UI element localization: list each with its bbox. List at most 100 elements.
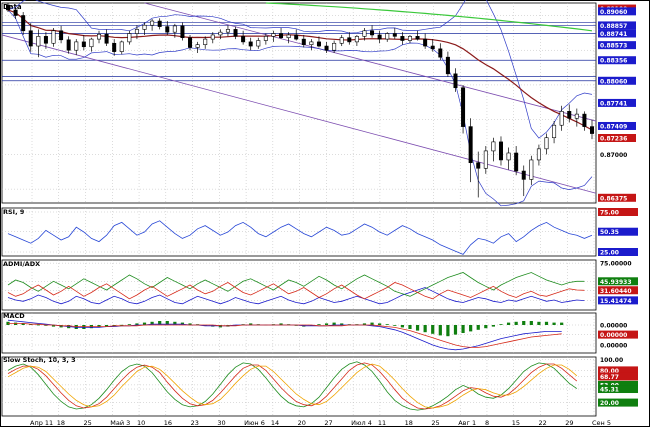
candle-body <box>6 4 11 11</box>
bollinger-lower <box>7 9 593 207</box>
x-tick-label: 10 <box>137 419 145 427</box>
candle-body <box>51 30 56 44</box>
x-tick-label: 8 <box>485 419 489 427</box>
x-tick-label: 20 <box>298 419 306 427</box>
adx-panel: ADMI/ADX 75.00000 45.93933 31.60440 15.4147… <box>2 259 638 305</box>
macd-panel-title: MACD <box>3 312 25 320</box>
rsi-label-box <box>598 208 638 216</box>
candle-body <box>483 150 488 169</box>
macd-histogram-bar <box>408 325 412 329</box>
price-label-box <box>598 29 636 38</box>
macd-histogram-bar <box>180 322 185 325</box>
candle-body <box>180 25 185 39</box>
bollinger-upper <box>7 0 593 139</box>
x-tick-label: Апр 11 <box>30 419 53 427</box>
macd-histogram-bar <box>491 325 496 327</box>
candle-body <box>81 41 86 48</box>
x-tick-label: Июл 4 <box>351 419 372 427</box>
candle-body <box>112 42 117 52</box>
candle-body <box>415 36 420 40</box>
macd-histogram-bar <box>378 323 382 325</box>
macd-histogram-bar <box>135 323 139 325</box>
x-tick-label: 30 <box>217 419 225 427</box>
x-tick-label: 18 <box>405 419 413 427</box>
x-tick-label: Май 3 <box>110 419 130 427</box>
macd-histogram-bar <box>522 321 526 325</box>
macd-histogram-bar <box>165 321 169 325</box>
candle-body <box>445 56 450 75</box>
candle-body <box>370 30 375 36</box>
candle-body <box>552 124 557 139</box>
macd-histogram-bar <box>362 323 367 325</box>
candle-body <box>521 170 526 180</box>
candle-body <box>430 45 435 50</box>
adx-label-box <box>598 286 638 295</box>
macd-label-box <box>598 321 638 329</box>
candle-body <box>279 33 284 39</box>
rsi-label-box <box>598 248 638 256</box>
price-label: 0.88741 <box>600 31 627 38</box>
rsi-label: 75.00 <box>600 210 619 217</box>
macd-histogram-bar <box>423 325 427 333</box>
macd-histogram-bar <box>469 325 473 332</box>
candle-body <box>407 36 412 41</box>
macd-histogram-bar <box>506 322 511 325</box>
candle-body <box>400 36 405 41</box>
candle-body <box>574 113 579 119</box>
candle-body <box>324 45 329 51</box>
x-tick-label: 23 <box>191 419 199 427</box>
macd-panel: MACD 0.00000 0.00000 0.00000 <box>2 312 638 351</box>
rsi-panel: RSI, 9 75.00 50.35 25.00 <box>2 208 638 257</box>
stoch-series-line <box>7 363 578 409</box>
macd-histogram-bar <box>415 325 420 331</box>
candle-body <box>294 34 299 40</box>
main-frame <box>1 2 597 204</box>
candle-body <box>491 141 496 152</box>
candle-body <box>567 111 572 119</box>
macd-histogram-bar <box>537 321 541 325</box>
macd-histogram-bar <box>332 322 336 325</box>
macd-histogram-bar <box>499 324 503 325</box>
macd-histogram-bar <box>218 325 222 328</box>
candle-body <box>453 73 458 89</box>
adx-label-box <box>598 277 638 286</box>
candle-body <box>263 36 268 41</box>
x-axis: Апр 11 18 25 Май 3 10 16 23 30 Июн 6 14 20 27 Июл 4 1… <box>30 419 611 427</box>
price-label-box <box>598 56 636 65</box>
price-label: 0.87000 <box>600 152 627 159</box>
price-label: 0.88857 <box>600 23 627 30</box>
stoch-label-box <box>598 372 638 381</box>
candle-body <box>43 36 48 44</box>
stoch-label: 68.77 <box>600 374 619 381</box>
candle-body <box>438 48 443 58</box>
x-tick-label: 29 <box>565 419 573 427</box>
macd-histogram-bar <box>36 324 40 326</box>
macd-histogram-bar <box>484 325 488 329</box>
x-tick-label: 25 <box>431 419 439 427</box>
candle-body <box>89 38 94 48</box>
price-label: 0.88356 <box>600 58 627 65</box>
x-tick-label: 22 <box>538 419 546 427</box>
macd-label: 0.00000 <box>600 323 627 330</box>
macd-histogram-bar <box>188 323 192 325</box>
candle-body <box>66 39 71 51</box>
adx-label: 45.93933 <box>600 279 632 286</box>
rsi-label: 50.35 <box>600 229 619 236</box>
macd-label-box <box>598 330 638 339</box>
macd-histogram-bar <box>324 323 329 325</box>
trend-line-lower <box>1 34 597 194</box>
candle-body <box>559 111 564 126</box>
candle-body <box>13 9 18 16</box>
candle-body <box>309 41 314 45</box>
macd-histogram-bar <box>279 323 283 325</box>
candle-body <box>506 152 511 161</box>
candle-body <box>97 33 102 40</box>
candle-body <box>301 38 306 45</box>
macd-frame <box>1 312 597 354</box>
macd-histogram-bar <box>438 325 442 336</box>
candle-body <box>119 41 124 52</box>
candle-body <box>271 33 276 37</box>
candle-body <box>362 30 367 37</box>
price-label-box <box>598 21 636 30</box>
